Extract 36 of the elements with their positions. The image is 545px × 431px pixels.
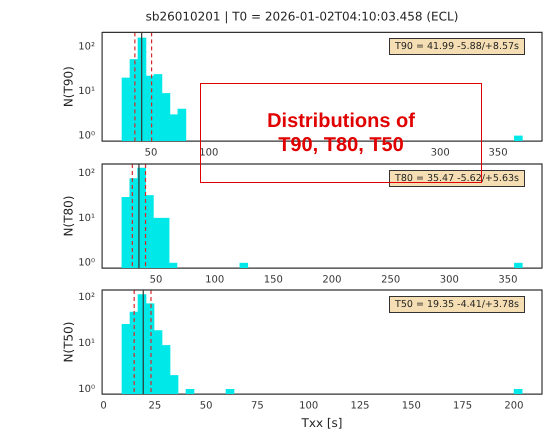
- x-tick-label: 125: [350, 400, 370, 412]
- x-tick-label: 200: [504, 400, 524, 412]
- y-tick-label: 10¹: [78, 86, 95, 97]
- y-tick-label: 10¹: [78, 338, 95, 349]
- y-axis-title: N(T80): [61, 196, 76, 236]
- x-tick-label: 250: [381, 274, 400, 286]
- x-tick-label: 75: [251, 400, 264, 412]
- chart-title: sb26010201 | T0 = 2026-01-02T04:10:03.458 (ECL): [146, 9, 458, 24]
- x-tick-label: 50: [200, 400, 212, 412]
- x-tick-label: 300: [440, 274, 459, 286]
- x-tick-label: 50: [144, 148, 158, 159]
- y-axis-title: N(T50): [61, 322, 76, 362]
- y-tick-label: 10⁰: [78, 258, 95, 269]
- x-tick-label: 350: [498, 274, 518, 286]
- y-tick-label: 10⁰: [78, 130, 95, 142]
- x-tick-label: 25: [148, 400, 162, 412]
- x-tick-label: 300: [430, 148, 450, 159]
- x-tick-label: 0: [100, 400, 107, 412]
- x-tick-label: 100: [199, 148, 218, 159]
- x-tick-label: 150: [264, 274, 283, 286]
- x-tick-label: 175: [453, 400, 472, 412]
- annotation: T50 = 19.35 -4.41/+3.78s: [389, 296, 525, 313]
- x-tick-label: 200: [322, 274, 342, 286]
- y-tick-label: 10¹: [78, 212, 95, 224]
- x-tick-label: 350: [488, 148, 508, 159]
- y-tick-label: 10²: [78, 168, 95, 179]
- y-tick-label: 10²: [78, 292, 95, 304]
- x-tick-label: 150: [402, 400, 421, 412]
- x-tick-label: 100: [299, 400, 318, 412]
- x-tick-label: 50: [150, 274, 162, 286]
- y-tick-label: 10²: [78, 41, 95, 52]
- x-tick-label: 100: [205, 274, 224, 286]
- y-axis-title: N(T90): [61, 66, 76, 108]
- annotation: T90 = 41.99 -5.88/+8.57s: [389, 38, 525, 56]
- y-tick-label: 10⁰: [78, 384, 95, 395]
- x-axis-title: Txx [s]: [300, 416, 342, 430]
